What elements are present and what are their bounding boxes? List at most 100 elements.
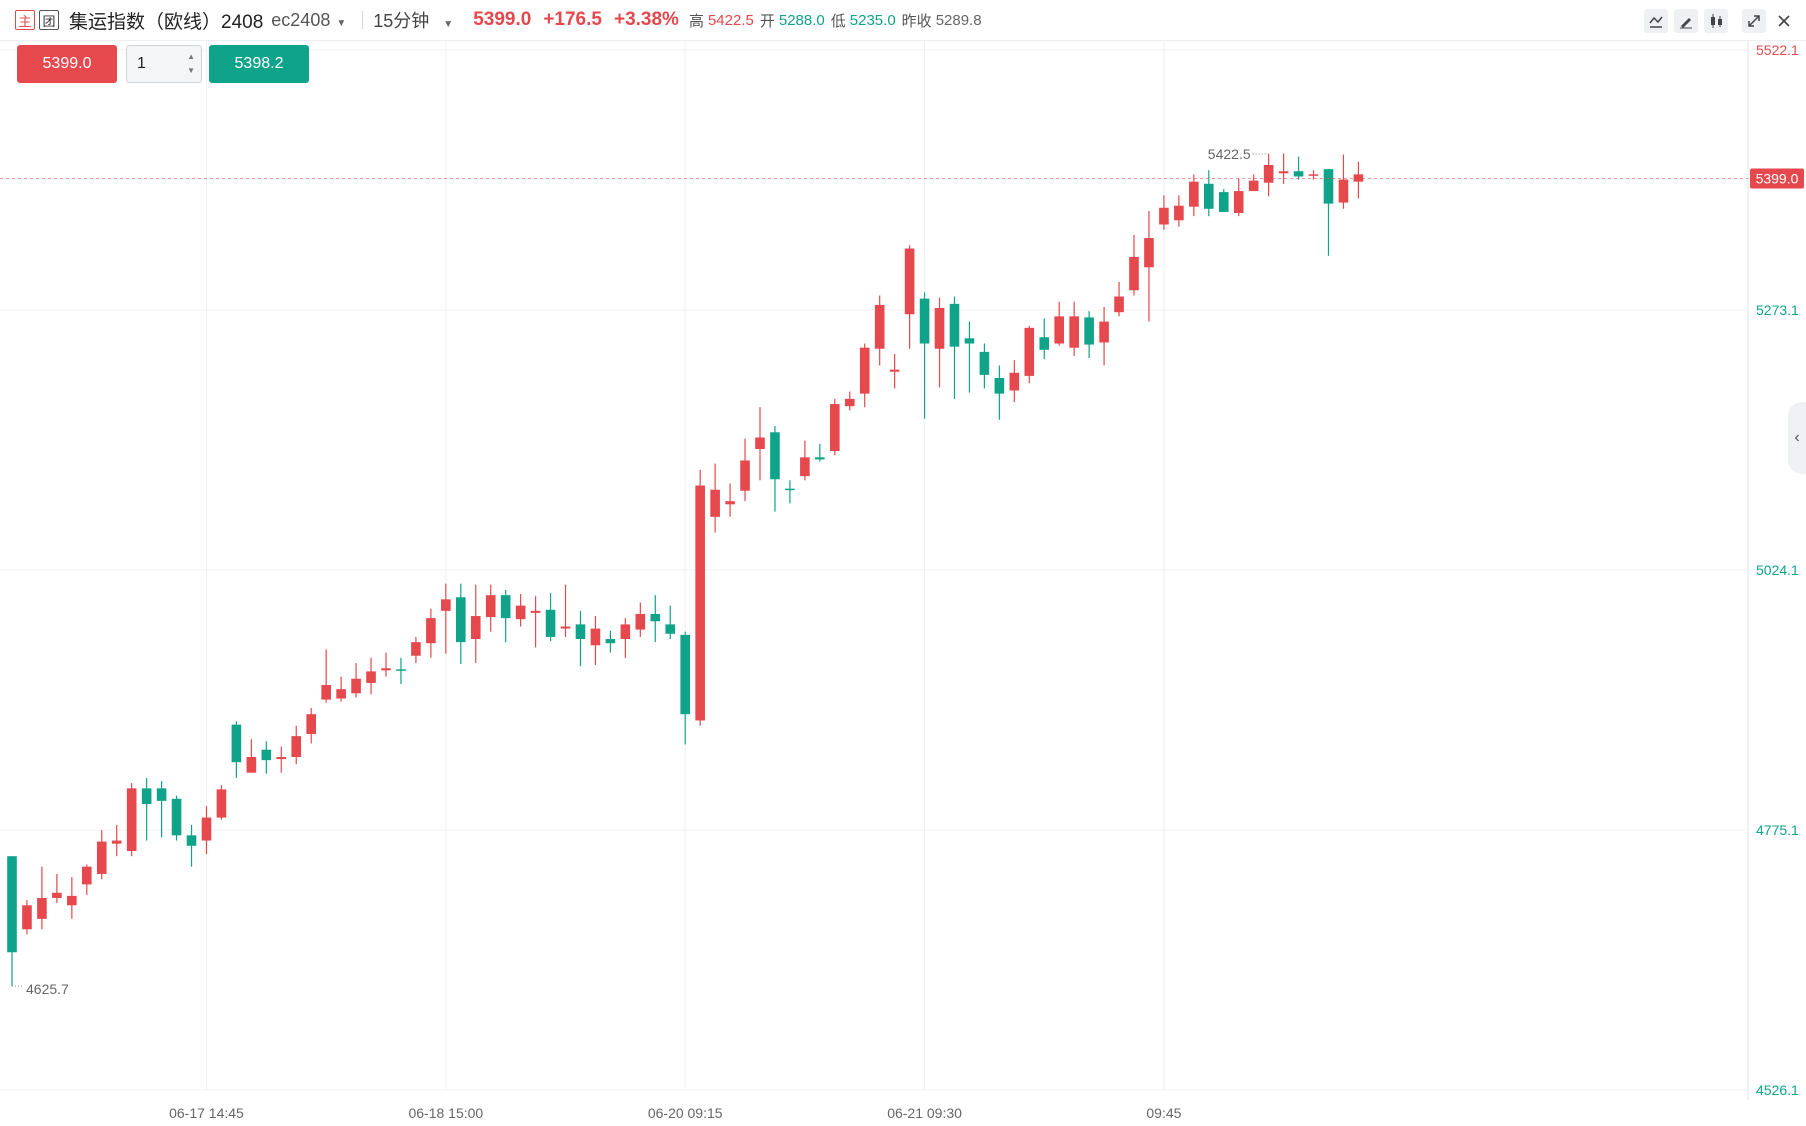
candle-body [485,595,496,618]
candle-body [1099,321,1109,343]
candle-body [949,303,960,347]
candle-body [1159,207,1169,225]
candle-body [605,639,616,644]
low-label: 低 [830,12,846,30]
candle-body [201,817,212,841]
close-button[interactable] [1772,9,1796,33]
prev-close-value: 5289.8 [935,11,982,29]
candle-body [635,613,646,630]
chevron-down-icon: ▼ [336,17,347,29]
candle-body [67,895,77,906]
instrument-code-select[interactable]: ec2408 ▼ [271,10,346,31]
instrument-name: 集运指数（欧线）2408 [69,11,264,33]
candle-body [710,489,720,517]
close-icon [1778,15,1790,27]
candle-body [830,404,840,452]
candle-body [1189,181,1199,207]
candle-body [7,856,17,953]
decrement-icon[interactable]: ▼ [187,66,195,75]
price-change: +176.5 [543,9,602,30]
candle-style-button[interactable] [1704,9,1728,33]
x-tick-label: 06-18 15:00 [408,1105,483,1121]
y-tick-label: 5024.1 [1756,562,1799,578]
increment-icon[interactable]: ▲ [187,52,195,61]
candle-body [321,684,331,700]
candle-body [620,624,631,640]
candle-body [441,599,451,611]
candle-body [590,628,601,646]
candle-body [680,634,690,715]
candle-body [1069,316,1079,348]
candle-body [785,488,795,491]
candle-body [306,714,316,735]
candle-body [755,437,765,449]
candle-body [1174,205,1184,221]
expand-icon [1748,15,1760,27]
candle-body [231,724,242,763]
toolbar [1644,9,1796,33]
y-tick-label: 5273.1 [1756,302,1799,318]
current-price-label: 5399.0 [1756,171,1799,187]
candle-body [770,432,780,480]
candle-body [52,892,62,898]
candle-body [1204,183,1214,209]
candle-body [874,304,885,349]
candle-body [22,905,32,930]
candle-body [37,897,47,919]
quantity-stepper[interactable]: 1 ▲ ▼ [126,45,202,83]
candle-body [1353,174,1364,182]
x-tick-label: 06-21 09:30 [887,1105,962,1121]
candle-body [1233,191,1244,213]
candle-body [919,298,930,344]
low-marker-label: 4625.7 [26,981,69,997]
quantity-value: 1 [137,55,146,72]
period-label: 15分钟 [373,11,430,31]
candle-body [111,840,122,844]
candle-body [246,757,257,773]
candle-body [1039,337,1050,350]
line-chart-button[interactable] [1644,9,1668,33]
open-value: 5288.0 [778,11,825,29]
candle-body [889,369,900,372]
pen-icon [1680,18,1692,29]
last-price: 5399.0 [473,9,532,30]
high-value: 5422.5 [707,11,754,29]
group-tag: 团 [39,10,59,30]
current-price-tag [1750,168,1804,189]
candle-body [844,398,855,407]
candle-body [740,460,750,491]
sell-button[interactable]: 5398.2 [209,45,309,83]
candle-body [815,457,825,460]
instrument-code: ec2408 [271,9,331,30]
candle-body [515,605,526,620]
candle-body [411,642,421,656]
candle-body [1114,296,1124,313]
buy-button[interactable]: 5399.0 [17,45,117,83]
candle-body [1278,171,1289,174]
candle-body [216,789,227,818]
candle-body [1263,164,1274,183]
candle-body [695,485,705,721]
fullscreen-button[interactable] [1742,9,1766,33]
candle-body [994,377,1005,394]
draw-button[interactable] [1674,9,1698,33]
candle-body [665,624,676,634]
period-select[interactable]: 15分钟 ▼ [373,7,453,33]
candle-body [800,457,810,477]
chevron-down-icon: ▼ [443,19,454,30]
candle-body [500,595,511,619]
candle-body [470,616,481,640]
candle-body [934,308,945,349]
candle-body [456,597,466,643]
candle-body [156,788,167,801]
candle-body [979,351,990,375]
candle-body [1054,316,1064,344]
panel-collapse-button[interactable]: ‹ [1788,402,1806,474]
y-tick-label: 4526.1 [1756,1082,1799,1098]
candle-body [82,866,92,885]
high-label: 高 [688,12,704,30]
x-tick-label: 06-17 14:45 [169,1105,244,1121]
chevron-left-icon: ‹ [1794,429,1800,446]
price-change-pct: +3.38% [613,9,679,30]
